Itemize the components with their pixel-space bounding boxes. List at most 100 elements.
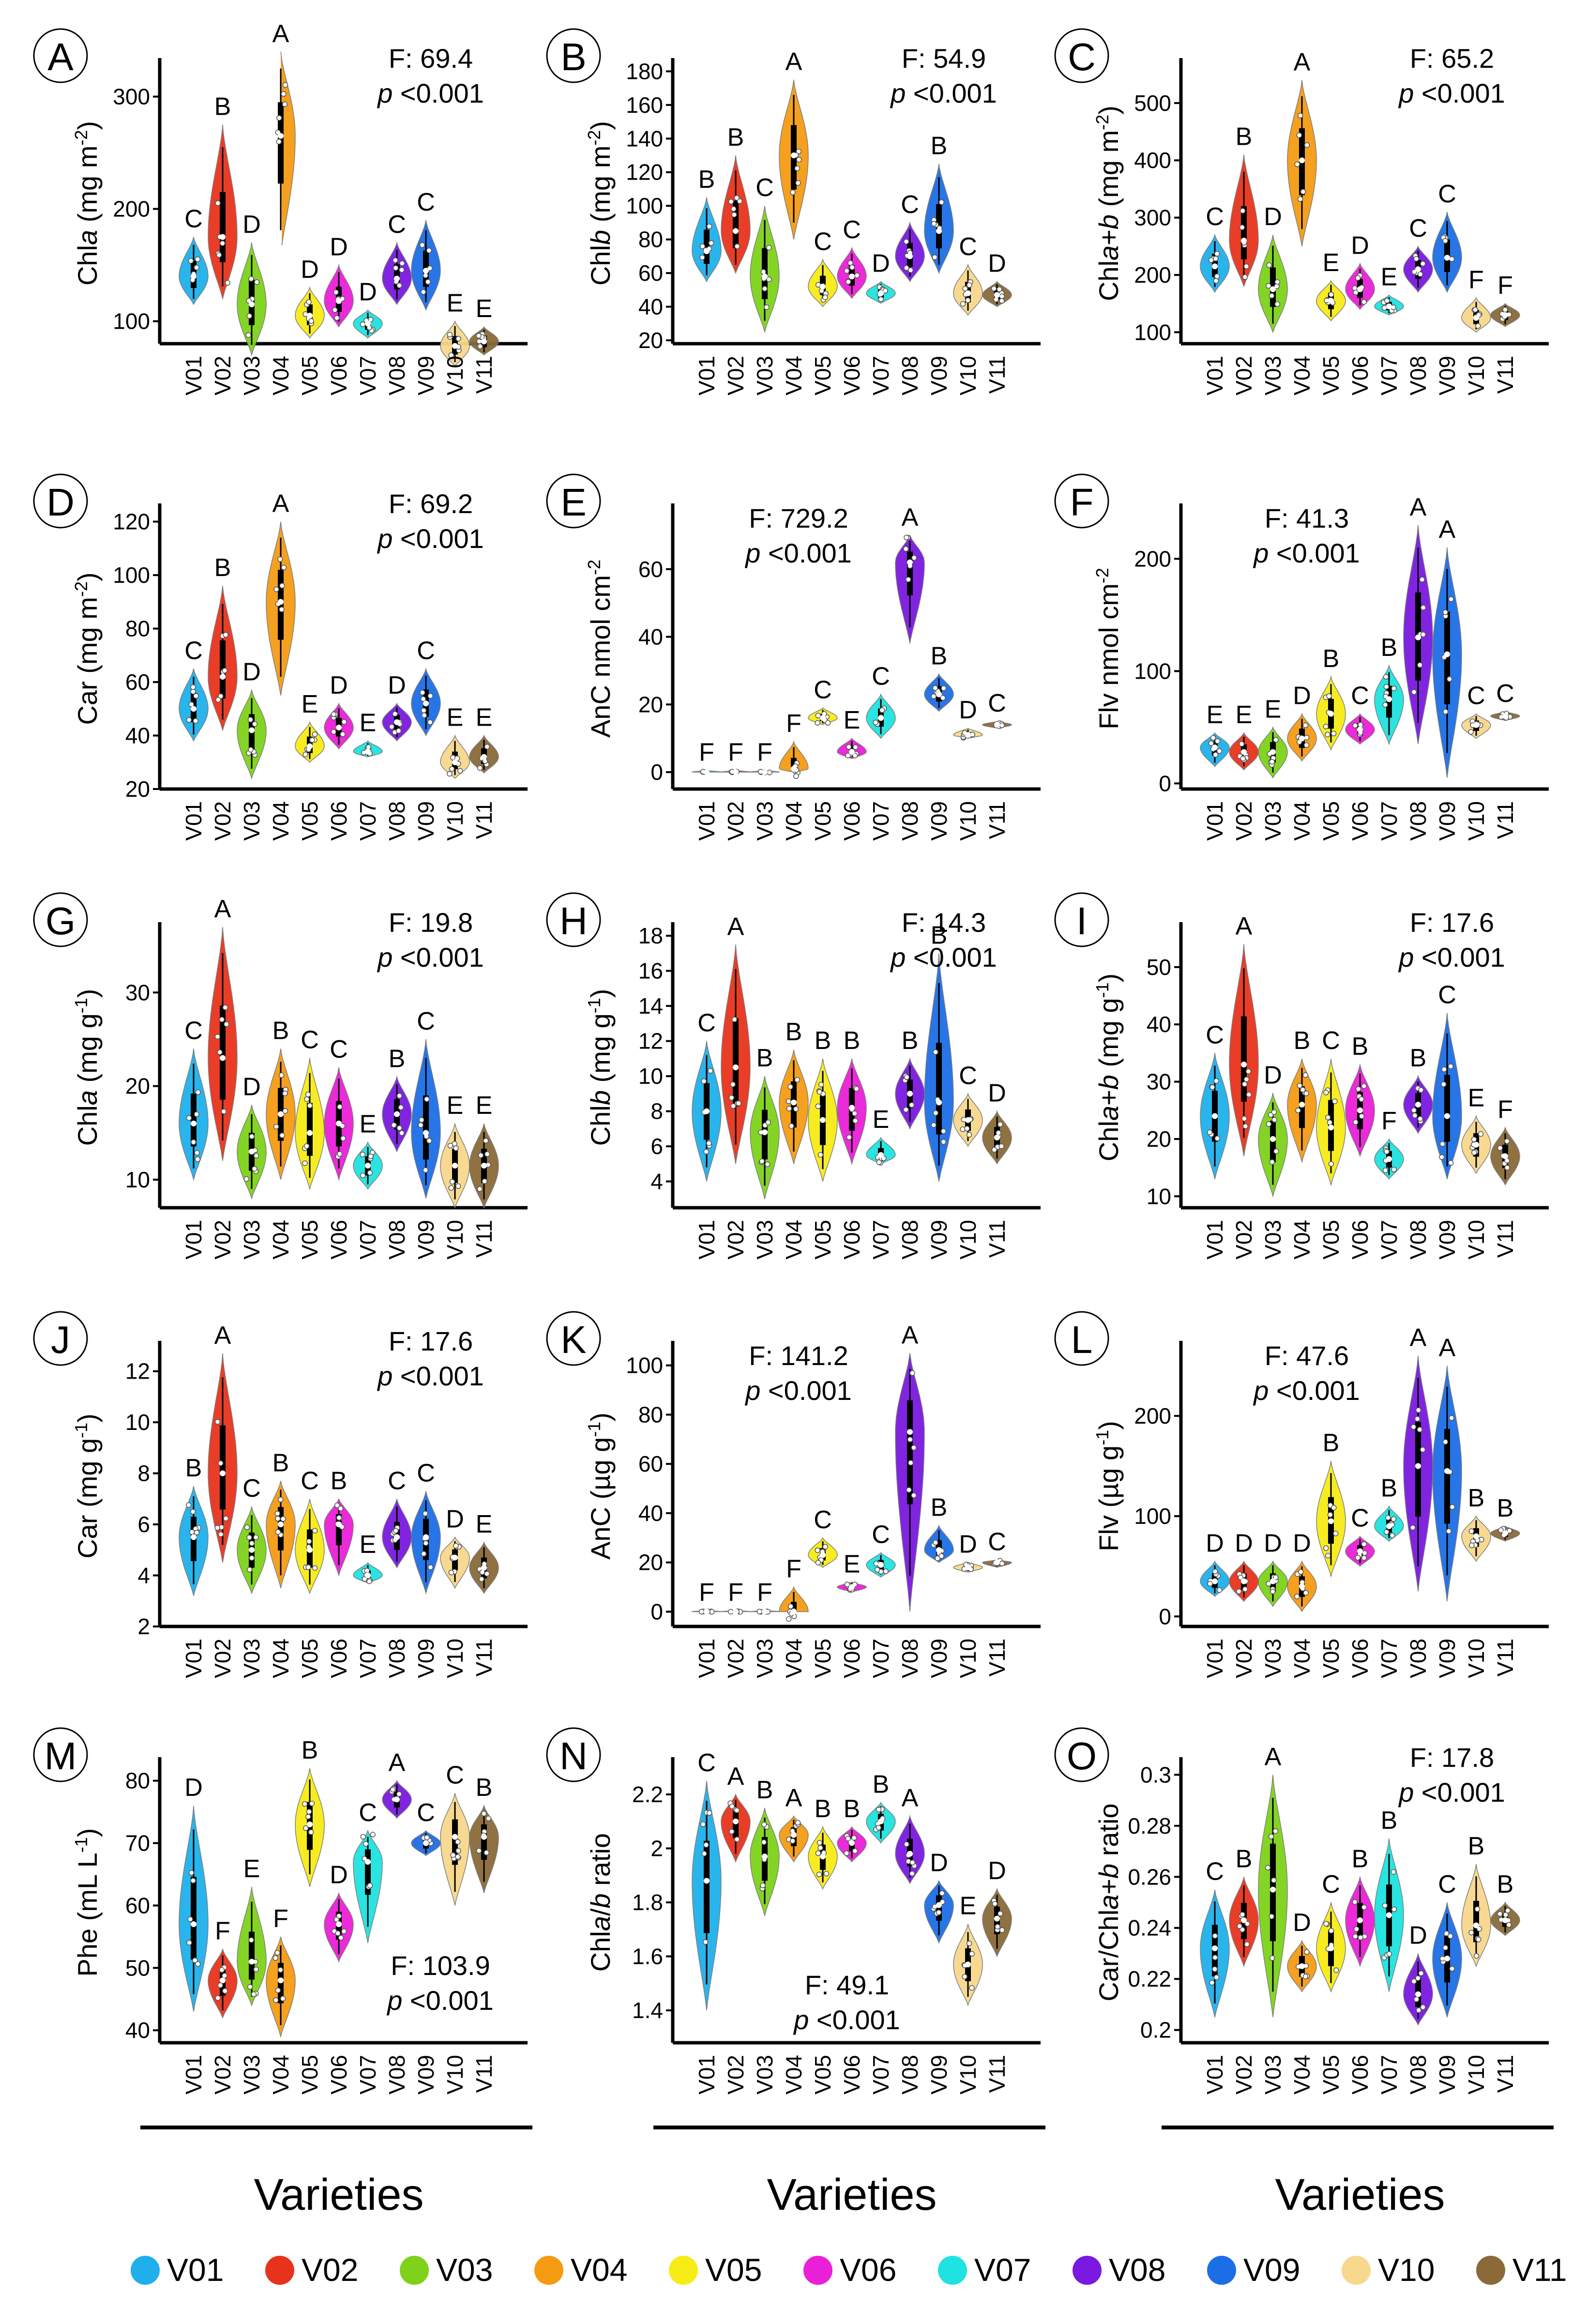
legend-label: V09 [1243, 2252, 1300, 2288]
data-point [276, 115, 282, 121]
median-point [1502, 1153, 1508, 1159]
significance-letter: D [959, 696, 977, 724]
data-point [447, 1143, 453, 1149]
data-point [303, 1143, 310, 1149]
median-point [1270, 1136, 1276, 1142]
panel-G: G 10 20 30 Chla (mg g-1) C V01 A V02 D V03 B V04 C V05… [33, 892, 528, 1260]
data-point [1266, 262, 1272, 268]
significance-letter: F [699, 1579, 714, 1607]
data-point [422, 1511, 428, 1517]
data-point [448, 1185, 454, 1191]
data-point [1214, 1136, 1220, 1141]
median-point [791, 1832, 797, 1838]
significance-letter: D [1206, 1529, 1224, 1557]
f-statistic: F: 19.8 [389, 907, 473, 938]
data-point [1212, 752, 1219, 758]
data-point [341, 1928, 347, 1934]
median-point [704, 1108, 710, 1114]
significance-letter: D [1293, 1909, 1311, 1937]
median-point [994, 1559, 1000, 1565]
median-point [907, 1429, 913, 1435]
x-tick-label: V04 [1289, 356, 1315, 395]
y-axis-label-part: -2 [1092, 568, 1112, 583]
data-point [370, 1832, 376, 1838]
data-point [312, 731, 318, 737]
data-point [214, 1525, 220, 1531]
significance-letter: A [1439, 516, 1456, 544]
x-tick-label: V02 [210, 801, 235, 841]
data-point [1503, 1912, 1509, 1918]
data-point [447, 771, 453, 777]
p-value-text: <0.001 [1421, 1777, 1505, 1808]
panel-label: K [560, 1318, 586, 1361]
legend-marker-v10 [1342, 2256, 1371, 2285]
x-tick-label: V05 [1318, 1639, 1344, 1678]
data-point [1212, 1933, 1218, 1939]
median-point [191, 1534, 196, 1540]
data-point [908, 1102, 915, 1108]
significance-letter: B [931, 642, 948, 670]
p-value: p <0.001 [1398, 78, 1505, 108]
data-point [340, 731, 346, 737]
data-point [1302, 1072, 1309, 1078]
data-point [1473, 1953, 1480, 1959]
median-point [307, 743, 313, 749]
data-point [1439, 1141, 1446, 1147]
iqr-box [704, 229, 710, 264]
data-point [194, 1530, 200, 1535]
significance-letter: B [1381, 1807, 1398, 1835]
data-point [966, 1940, 972, 1946]
median-point [1415, 1463, 1421, 1469]
significance-letter: F [1497, 272, 1513, 300]
y-tick-label: 20 [638, 692, 663, 717]
x-tick-label: V08 [897, 356, 922, 395]
data-point [1498, 1527, 1504, 1533]
data-point [852, 1848, 858, 1854]
y-tick-label: 30 [1147, 1069, 1171, 1094]
data-point [815, 1547, 820, 1553]
p-value-text: <0.001 [768, 538, 852, 568]
y-axis-label-part: Car (mg m [72, 597, 103, 725]
median-point [762, 1853, 768, 1860]
significance-letter: E [360, 1531, 377, 1559]
significance-letter: C [814, 1506, 832, 1534]
y-axis-label-part: ) [585, 121, 616, 130]
data-point [874, 1567, 880, 1573]
y-tick-label: 0 [650, 1599, 663, 1624]
data-point [815, 713, 821, 719]
median-point [1357, 1107, 1363, 1113]
data-point [188, 701, 194, 707]
x-tick-label: V04 [1289, 1220, 1315, 1260]
y-tick-label: 60 [638, 1451, 663, 1476]
legend-label: V01 [167, 2252, 224, 2288]
f-statistic: F: 17.6 [389, 1326, 473, 1356]
panel-K: K 0 20 40 60 80 100 AnC (µg g-1) F V01 F V02 F V03 F V0… [546, 1311, 1041, 1678]
y-tick-label: 4 [137, 1563, 150, 1588]
data-point [932, 254, 938, 260]
x-tick-label: V03 [1260, 1220, 1285, 1260]
data-point [254, 279, 260, 285]
data-point [844, 1850, 849, 1856]
data-point [399, 260, 405, 266]
data-point [332, 307, 338, 313]
data-point [246, 1534, 252, 1540]
y-tick-label: 140 [626, 126, 663, 151]
y-tick-label: 70 [125, 1831, 150, 1856]
significance-letter: C [242, 1474, 261, 1503]
data-point [1391, 1167, 1397, 1172]
data-point [189, 1529, 195, 1535]
data-point [396, 1093, 403, 1099]
significance-letter: A [727, 1762, 744, 1791]
median-point [1328, 1124, 1334, 1131]
data-point [331, 729, 336, 735]
data-point [396, 1125, 403, 1131]
panel-N: N 1.4 1.6 1.8 2 2.2 Chla/b ratio C V01 A V02 B V03 A V… [546, 1727, 1041, 2095]
legend-label: V06 [840, 2252, 896, 2288]
significance-letter: C [1351, 682, 1369, 710]
significance-letter: D [1235, 1529, 1253, 1557]
data-point [991, 1147, 998, 1153]
median-point [423, 268, 429, 274]
data-point [734, 1837, 740, 1842]
x-tick-label: V09 [1435, 2055, 1460, 2095]
x-tick-label: V02 [210, 2055, 235, 2095]
